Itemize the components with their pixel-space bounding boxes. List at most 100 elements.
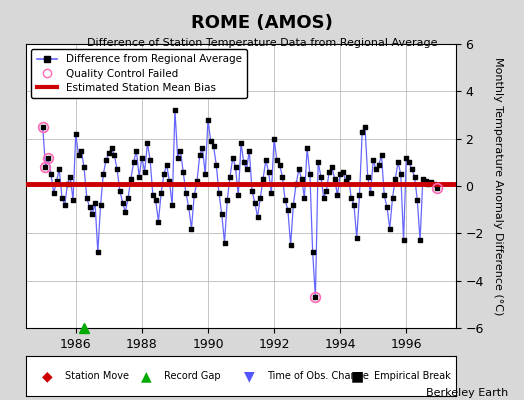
Point (353, 235, 361, 241)
Point (309, 249, 317, 256)
Point (358, 128, 366, 135)
Point (320, 195, 328, 201)
Point (173, 154, 182, 161)
Point (96, 202, 105, 208)
Point (432, 185, 441, 192)
Point (182, 190, 190, 196)
Point (410, 173, 419, 180)
Point (361, 124, 369, 130)
Point (91, 199, 99, 206)
Text: ▼: ▼ (244, 369, 255, 383)
Point (179, 169, 188, 175)
Point (419, 176, 427, 182)
Point (256, 195, 265, 201)
Point (132, 147, 140, 154)
Point (289, 202, 298, 208)
Point (300, 195, 309, 201)
Point (305, 171, 314, 177)
Point (394, 159, 402, 166)
Point (278, 173, 287, 180)
Point (267, 190, 276, 196)
Point (228, 154, 237, 161)
Y-axis label: Monthly Temperature Anomaly Difference (°C): Monthly Temperature Anomaly Difference (… (494, 57, 504, 315)
Point (421, 178, 430, 184)
Point (47, 171, 55, 177)
Point (265, 169, 273, 175)
Point (190, 192, 199, 199)
Point (193, 178, 201, 184)
Point (212, 162, 221, 168)
Text: Difference of Station Temperature Data from Regional Average: Difference of Station Temperature Data f… (87, 38, 437, 48)
Point (94, 249, 102, 256)
Point (198, 145, 206, 151)
Point (176, 147, 184, 154)
Point (215, 190, 223, 196)
Point (248, 188, 256, 194)
Point (231, 164, 239, 170)
Text: Station Move: Station Move (65, 371, 129, 381)
Point (386, 225, 394, 232)
Text: ROME (AMOS): ROME (AMOS) (191, 14, 333, 32)
Point (314, 159, 322, 166)
Point (303, 145, 311, 151)
Point (121, 209, 129, 215)
Text: Berkeley Earth: Berkeley Earth (426, 388, 508, 398)
Text: ▲: ▲ (141, 369, 152, 383)
Point (85, 204, 94, 210)
Point (102, 157, 110, 163)
Point (399, 237, 408, 244)
Point (283, 206, 292, 213)
Point (88, 211, 96, 218)
Point (99, 171, 107, 177)
Point (342, 178, 350, 184)
Point (287, 242, 295, 248)
Point (105, 150, 113, 156)
Point (66, 173, 74, 180)
Legend: Difference from Regional Average, Quality Control Failed, Estimated Station Mean: Difference from Regional Average, Qualit… (31, 49, 247, 98)
Point (281, 197, 289, 203)
Text: ◆: ◆ (42, 369, 53, 383)
Point (63, 180, 72, 187)
Point (369, 157, 377, 163)
Point (380, 192, 388, 199)
Point (184, 204, 193, 210)
Point (113, 166, 121, 173)
Point (344, 173, 353, 180)
Point (107, 145, 116, 151)
Point (408, 166, 416, 173)
Point (149, 192, 157, 199)
Point (322, 188, 331, 194)
Point (355, 192, 364, 199)
Point (316, 173, 325, 180)
Point (127, 176, 135, 182)
Point (405, 159, 413, 166)
Point (223, 197, 232, 203)
Point (129, 159, 138, 166)
Text: ■: ■ (351, 369, 364, 383)
Point (162, 162, 171, 168)
Point (311, 294, 320, 300)
Point (154, 218, 162, 225)
Point (157, 190, 166, 196)
Point (55, 166, 63, 173)
Point (110, 152, 118, 158)
Point (292, 180, 300, 187)
Point (339, 169, 347, 175)
Point (424, 180, 432, 187)
Point (298, 176, 306, 182)
Point (391, 176, 399, 182)
Point (402, 154, 410, 161)
Point (372, 166, 380, 173)
Point (276, 162, 284, 168)
Point (58, 195, 66, 201)
Point (44, 154, 52, 161)
Point (171, 107, 179, 114)
Point (206, 138, 215, 144)
Point (294, 166, 303, 173)
Text: Empirical Break: Empirical Break (374, 371, 451, 381)
Point (245, 147, 254, 154)
Point (160, 171, 168, 177)
Point (187, 225, 195, 232)
Point (72, 131, 80, 137)
Point (80, 164, 88, 170)
